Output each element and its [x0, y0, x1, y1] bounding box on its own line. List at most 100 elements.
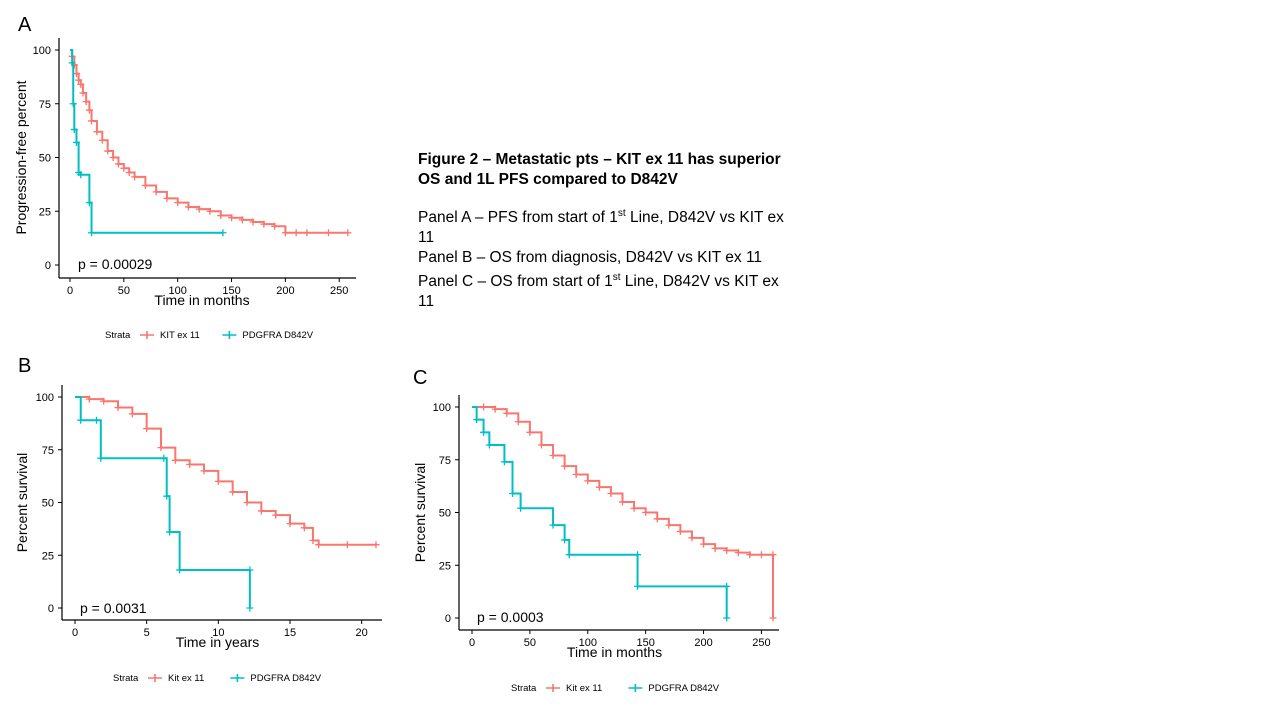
- censor-mark: [214, 477, 222, 485]
- x-tick-label: 5: [144, 627, 150, 639]
- censor-mark: [97, 454, 105, 462]
- censor-mark: [257, 507, 265, 515]
- y-tick-label: 75: [439, 455, 451, 467]
- censor-mark: [85, 106, 93, 114]
- censor-mark: [286, 520, 294, 528]
- caption-panel-c: Panel C – OS from start of 1st Line, D84…: [418, 272, 779, 311]
- km-chart-panel-c: 0 25 50 75 100 0 50 100 150 200 250 Time in months P…: [412, 395, 779, 694]
- censor-mark: [272, 511, 280, 519]
- survival-curve-pdgfra: [472, 406, 728, 618]
- censor-mark: [70, 126, 78, 134]
- censor-mark: [634, 551, 642, 559]
- censor-mark: [509, 490, 517, 498]
- censor-mark: [93, 416, 100, 424]
- x-tick-label: 20: [356, 627, 368, 639]
- x-tick-label: 200: [276, 285, 294, 297]
- censor-mark: [619, 498, 626, 506]
- censor-mark: [104, 147, 112, 155]
- censor-mark: [176, 566, 184, 574]
- censor-mark: [85, 395, 93, 403]
- legend-label-kit: KIT ex 11: [160, 330, 200, 341]
- y-tick-label: 75: [39, 99, 51, 111]
- censor-mark: [238, 216, 246, 224]
- censor-mark: [114, 160, 122, 168]
- censor-mark: [344, 229, 352, 237]
- censor-mark: [195, 205, 203, 213]
- censor-mark: [174, 199, 182, 207]
- y-tick-label: 50: [439, 508, 451, 520]
- censor-mark: [642, 509, 650, 516]
- censor-mark: [217, 212, 225, 220]
- censor-mark: [128, 410, 136, 418]
- censor-mark: [549, 452, 557, 460]
- censor-mark: [131, 173, 139, 181]
- y-axis-label: Percent survival: [14, 453, 30, 553]
- p-value: p = 0.00029: [78, 256, 153, 272]
- x-tick-label: 50: [524, 637, 536, 649]
- panel-letter-b: B: [18, 355, 32, 377]
- x-tick-label: 0: [469, 637, 475, 649]
- figure-caption: Figure 2 – Metastatic pts – KIT ex 11 ha…: [418, 150, 798, 312]
- censor-mark: [676, 527, 684, 535]
- censor-mark: [723, 546, 731, 554]
- y-tick-label: 100: [36, 392, 54, 404]
- legend-key-pdgfra: [230, 674, 245, 682]
- censor-mark: [630, 504, 638, 512]
- x-tick-label: 200: [694, 637, 712, 649]
- censor-mark: [88, 229, 96, 237]
- km-chart-panel-b: 0 25 50 75 100 0 5 10 15 20 Time in years Percent s…: [14, 385, 382, 684]
- y-tick-label: 25: [439, 560, 451, 572]
- censor-mark: [746, 551, 754, 559]
- legend-title: Strata: [113, 673, 139, 684]
- x-tick-label: 50: [118, 285, 130, 297]
- legend-key-pdgfra: [628, 684, 643, 692]
- censor-mark: [480, 428, 488, 436]
- survival-curve-kit: [75, 396, 376, 546]
- censor-mark: [473, 416, 481, 424]
- censor-mark: [79, 89, 87, 97]
- censor-mark: [152, 188, 160, 196]
- panel-letter-a: A: [18, 14, 32, 36]
- censor-mark: [372, 541, 380, 549]
- x-tick-label: 10: [212, 627, 224, 639]
- x-tick-label: 150: [636, 637, 654, 649]
- survival-curve-pdgfra: [70, 49, 223, 234]
- y-tick-label: 0: [48, 603, 54, 615]
- censor-mark: [186, 461, 194, 469]
- y-tick-label: 75: [42, 445, 54, 457]
- censor-mark: [171, 456, 179, 464]
- censor-mark: [607, 490, 615, 498]
- censor-mark: [343, 541, 351, 549]
- x-tick-label: 0: [67, 285, 73, 297]
- legend-title: Strata: [511, 683, 537, 694]
- censor-mark: [243, 499, 251, 506]
- p-value: p = 0.0003: [477, 609, 544, 625]
- x-tick-label: 100: [579, 637, 597, 649]
- censor-mark: [517, 504, 525, 512]
- censor-mark: [88, 117, 96, 125]
- censor-mark: [503, 409, 511, 417]
- censor-mark: [485, 441, 493, 449]
- censor-mark: [219, 229, 227, 237]
- y-tick-label: 50: [39, 153, 51, 165]
- censor-mark: [166, 528, 174, 536]
- censor-mark: [109, 154, 117, 161]
- survival-curve-pdgfra: [75, 396, 251, 608]
- censor-mark: [734, 549, 742, 557]
- censor-mark: [68, 59, 76, 67]
- legend-title: Strata: [105, 330, 131, 341]
- censor-mark: [157, 444, 165, 452]
- legend-label-pdgfra: PDGFRA D842V: [250, 673, 321, 684]
- censor-mark: [300, 524, 308, 532]
- censor-mark: [561, 536, 569, 544]
- censor-mark: [700, 540, 708, 548]
- censor-mark: [163, 492, 171, 500]
- legend-key-pdgfra: [222, 331, 237, 339]
- censor-mark: [160, 454, 168, 462]
- censor-mark: [634, 582, 642, 590]
- censor-mark: [141, 181, 149, 189]
- legend-key-kit: [148, 674, 162, 682]
- censor-mark: [292, 229, 300, 237]
- censor-mark: [688, 534, 696, 542]
- x-tick-label: 250: [330, 285, 348, 297]
